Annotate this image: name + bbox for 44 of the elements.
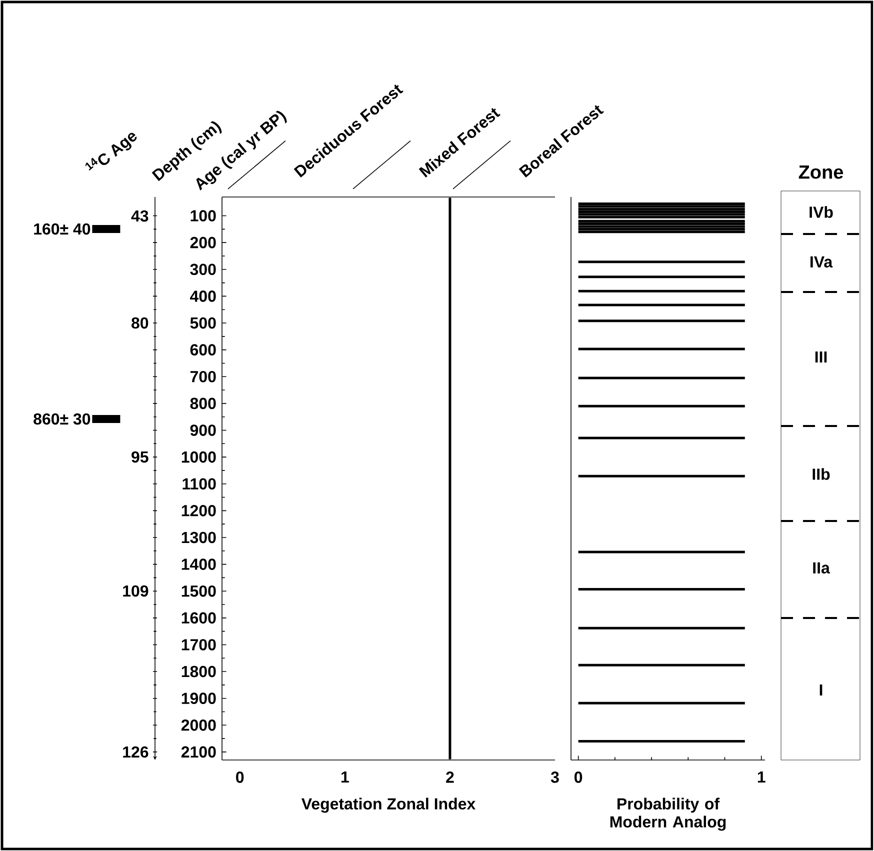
y-tick-label: 1600 [182,612,216,624]
y-tick-label: 600 [190,344,216,356]
text: IIa [813,562,830,574]
y-tick-label: 500 [190,317,216,329]
y-tick-label: 1200 [182,505,216,516]
y-tick-label: 300 [190,264,216,276]
text: IIb [812,468,830,480]
text: IVb [810,206,833,218]
y-tick-label: 1900 [182,692,216,704]
text: Zone [798,166,844,179]
y-tick-label: 200 [190,236,216,248]
y-tick-label: 1500 [182,585,216,597]
text: IVa [810,256,833,268]
text: 126 [123,746,148,758]
y-tick-label: 1700 [182,639,216,650]
y-tick-label: 1400 [182,558,216,570]
text: 860± 30 [34,413,90,425]
y-tick-label: 2100 [181,746,216,758]
text: I [820,684,822,696]
y-tick-label: 700 [190,370,216,382]
y-tick-label: 100 [190,210,216,222]
y-tick-label: 1300 [182,532,216,544]
y-tick-label: 2000 [181,719,216,731]
x-tick-label: 1 [758,772,766,783]
text: $^{14}$C Age [85,132,137,170]
x-tick-label: 0 [574,772,582,783]
x-tick-label: 0 [236,772,244,783]
y-tick-label: 400 [190,290,216,302]
x-axis-title: Vegetation Zonal Index [301,798,476,813]
y-tick-label: 1800 [182,666,216,678]
y-tick-label: 900 [190,424,216,436]
text: 109 [123,585,148,597]
text: 43 [131,210,148,222]
text: 80 [132,317,148,329]
text: III [815,351,827,362]
y-tick-label: 800 [190,398,216,410]
y-tick-label: 1000 [182,451,216,463]
y-tick-label: 1100 [182,478,216,490]
x-axis-title: Probability of Modern Analog [610,798,726,831]
text: 160± 40 [34,223,90,235]
x-tick-label: 2 [446,772,454,783]
x-tick-label: 3 [550,772,559,783]
x-tick-label: 1 [341,772,349,783]
text: 95 [132,451,148,463]
